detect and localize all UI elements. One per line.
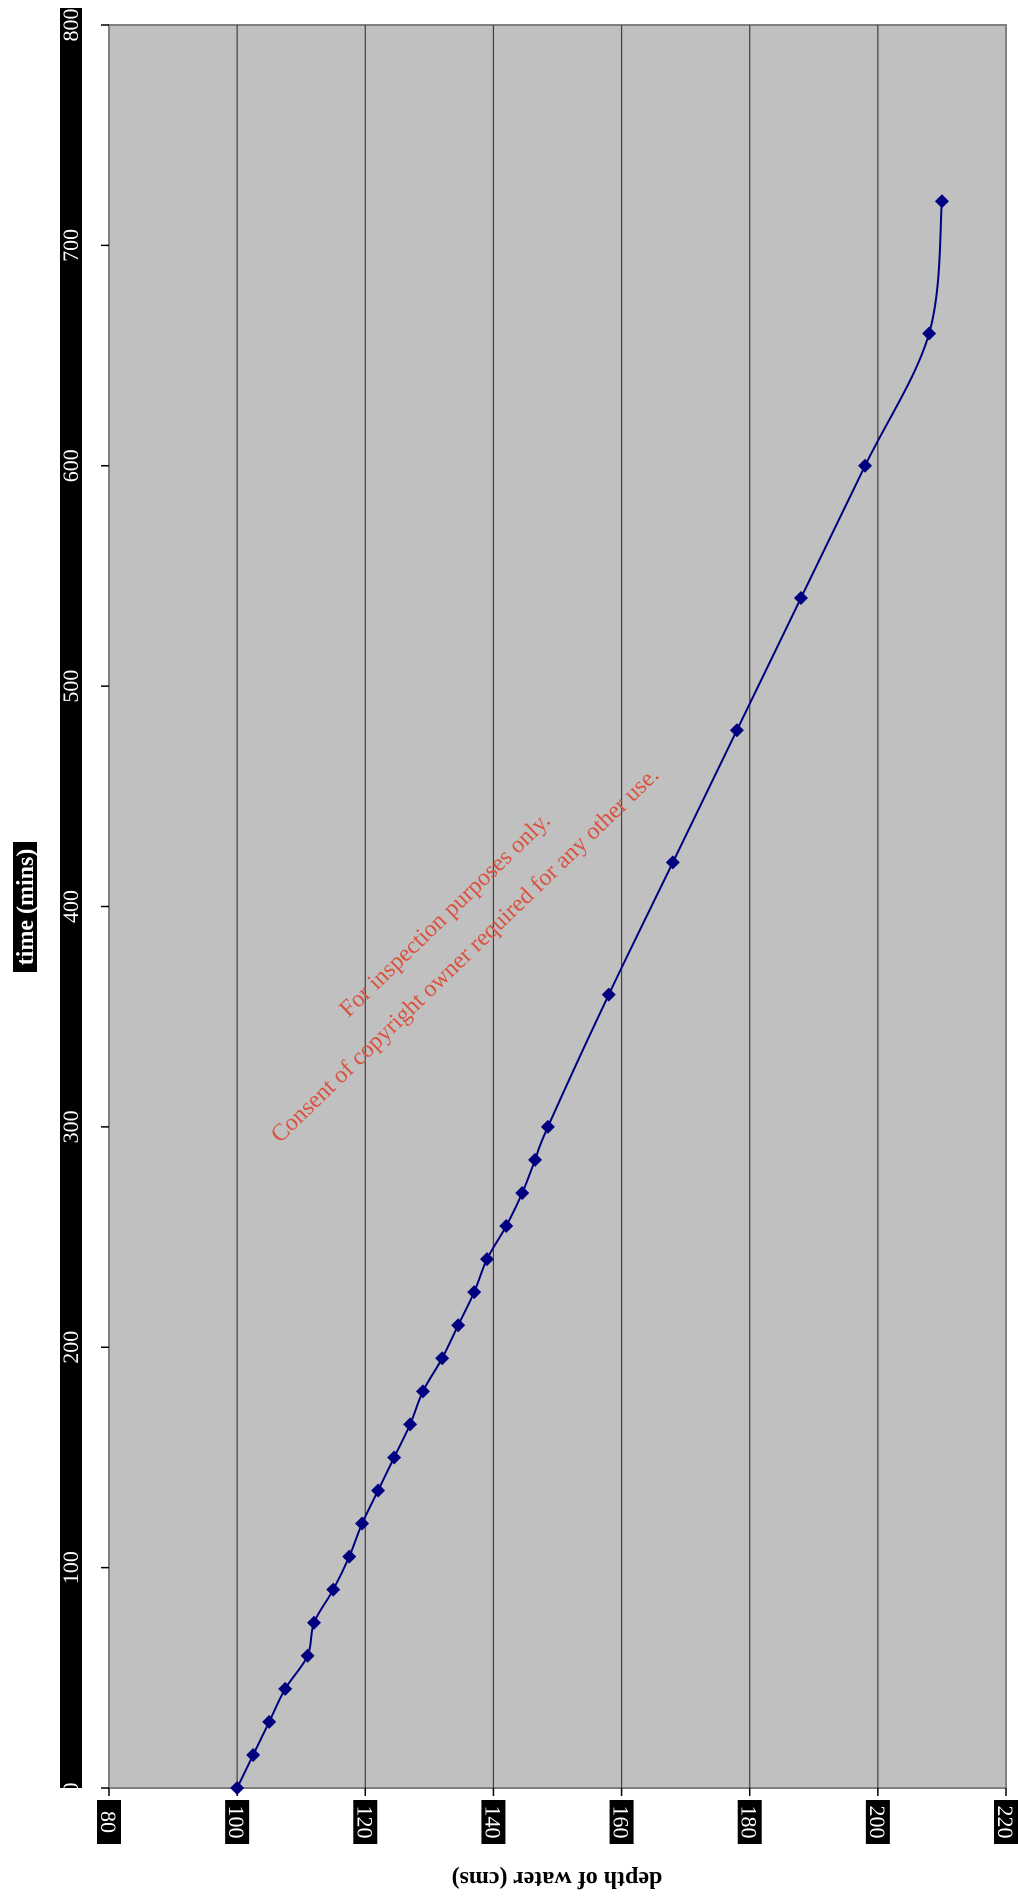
time-tick-label: 600: [58, 449, 83, 482]
data-point: [934, 194, 949, 209]
depth-tick-label: 220: [993, 1806, 1018, 1839]
y-axis-title-bg: [13, 842, 37, 972]
data-point: [355, 1516, 370, 1531]
data-point: [858, 458, 873, 473]
data-point: [601, 987, 616, 1002]
data-point: [415, 1384, 430, 1399]
y-axis-title-group: time (mins): [13, 842, 39, 972]
gridlines: [236, 25, 879, 1788]
time-tick-label: 800: [58, 9, 83, 42]
data-point: [307, 1615, 322, 1630]
data-point: [435, 1351, 450, 1366]
data-point: [665, 855, 680, 870]
time-tick-label: 400: [58, 890, 83, 923]
x-axis-title: depth of water (cms): [452, 1866, 663, 1892]
data-point: [403, 1417, 418, 1432]
depth-tick-label: 100: [224, 1806, 249, 1839]
series-markers: [230, 194, 949, 1795]
time-tick-label: 300: [58, 1110, 83, 1143]
data-point: [922, 326, 937, 341]
data-point: [540, 1119, 555, 1134]
time-tick-label: 200: [58, 1331, 83, 1364]
depth-tick-bg: [737, 1800, 762, 1844]
data-point: [729, 723, 744, 738]
time-tick-label: 700: [58, 229, 83, 262]
data-point: [467, 1285, 482, 1300]
data-point: [371, 1483, 386, 1498]
data-point: [230, 1781, 245, 1795]
depth-tick-bg: [481, 1800, 506, 1844]
data-point: [451, 1318, 466, 1333]
time-tick-label: 500: [58, 670, 83, 703]
data-point: [528, 1152, 543, 1167]
depth-tick-bg: [994, 1800, 1018, 1844]
data-point: [262, 1714, 277, 1729]
depth-tick-label: 160: [609, 1806, 634, 1839]
data-point: [342, 1549, 357, 1564]
depth-tick-bg: [865, 1800, 890, 1844]
data-point: [300, 1648, 315, 1663]
depth-tick-label: 80: [96, 1811, 121, 1833]
data-point: [246, 1747, 261, 1762]
data-point: [278, 1681, 293, 1696]
data-point: [793, 590, 808, 605]
depth-tick-labels: 80 100 120 140 160 180 200 220: [96, 1788, 1018, 1844]
data-point: [515, 1185, 530, 1200]
time-tick-label: 100: [58, 1551, 83, 1584]
time-tick-label: 0: [58, 1783, 83, 1794]
plot-area: [108, 24, 1007, 1789]
time-tick-labels: 0 100 200 300 400 500 600 700 800: [58, 9, 109, 1794]
depth-tick-bg: [609, 1800, 634, 1844]
depth-tick-bg: [97, 1800, 121, 1844]
depth-tick-bg: [353, 1800, 378, 1844]
depth-tick-bg: [225, 1800, 250, 1844]
depth-tick-label: 200: [865, 1806, 890, 1839]
data-point: [499, 1219, 514, 1234]
time-axis-band: [60, 8, 82, 1788]
depth-tick-label: 140: [480, 1806, 505, 1839]
data-point: [480, 1252, 495, 1267]
y-axis-title: time (mins): [13, 849, 39, 966]
data-point: [387, 1450, 402, 1465]
depth-tick-label: 180: [737, 1806, 762, 1839]
depth-tick-label: 120: [352, 1806, 377, 1839]
data-point: [326, 1582, 341, 1597]
